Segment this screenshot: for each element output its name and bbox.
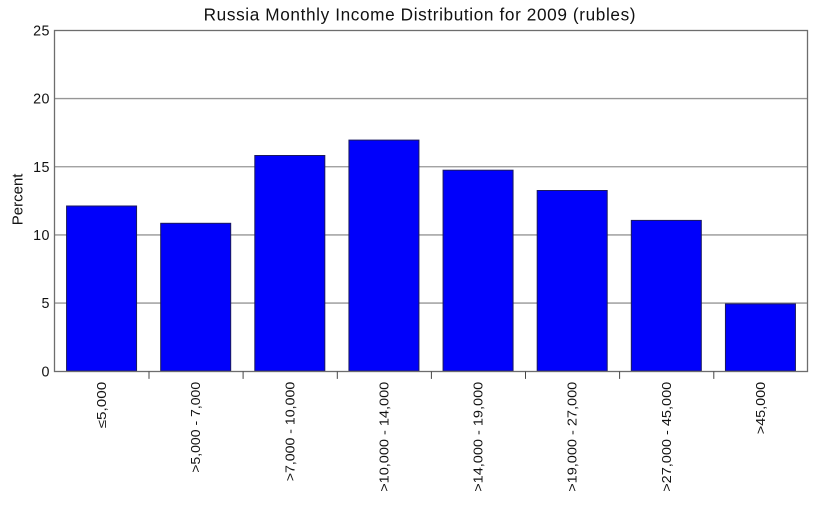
svg-text:0: 0: [42, 365, 50, 381]
svg-text:>10,000 - 14,000: >10,000 - 14,000: [377, 382, 391, 492]
svg-text:>7,000 - 10,000: >7,000 - 10,000: [283, 382, 297, 482]
svg-text:20: 20: [33, 92, 50, 108]
svg-text:5: 5: [42, 296, 50, 312]
svg-text:>19,000 - 27,000: >19,000 - 27,000: [566, 382, 580, 492]
svg-text:Percent: Percent: [10, 173, 27, 226]
svg-text:≤5,000: ≤5,000: [95, 382, 109, 429]
svg-text:10: 10: [33, 228, 50, 244]
svg-text:>14,000 - 19,000: >14,000 - 19,000: [472, 382, 486, 492]
svg-text:Russia Monthly Income Distribu: Russia Monthly Income Distribution for 2…: [204, 4, 637, 24]
svg-text:>27,000 - 45,000: >27,000 - 45,000: [660, 382, 674, 492]
svg-text:15: 15: [33, 160, 50, 176]
svg-text:>45,000: >45,000: [754, 382, 768, 435]
svg-text:25: 25: [33, 24, 50, 40]
svg-text:>5,000 - 7,000: >5,000 - 7,000: [189, 382, 203, 473]
